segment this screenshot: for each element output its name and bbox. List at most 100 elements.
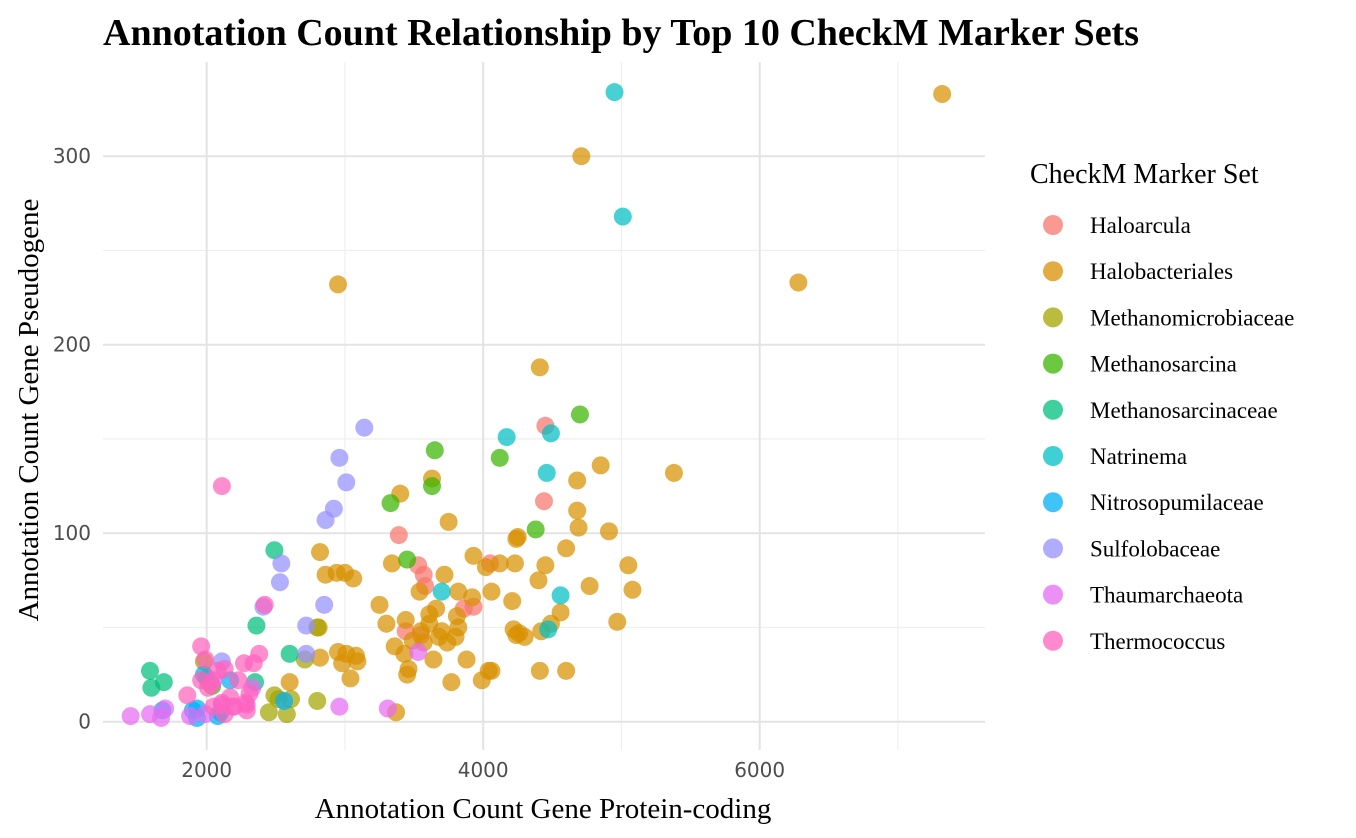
legend-label: Nitrosopumilaceae bbox=[1090, 490, 1264, 515]
data-point bbox=[476, 558, 495, 577]
x-axis-ticks: 2000 4000 6000 bbox=[181, 758, 785, 782]
legend-swatch bbox=[1043, 399, 1063, 420]
data-point bbox=[933, 85, 952, 104]
data-point bbox=[381, 494, 400, 513]
y-axis-ticks: 0 100 200 300 bbox=[53, 144, 91, 733]
data-point bbox=[409, 642, 428, 661]
series-natrinema bbox=[432, 83, 632, 639]
data-point bbox=[619, 556, 638, 575]
data-point bbox=[568, 501, 587, 520]
data-point bbox=[463, 588, 482, 607]
data-point bbox=[212, 477, 231, 496]
data-point bbox=[348, 652, 367, 671]
data-point bbox=[435, 565, 454, 584]
legend-swatch bbox=[1043, 261, 1063, 282]
data-point bbox=[270, 573, 289, 592]
data-point bbox=[535, 492, 553, 511]
data-point bbox=[247, 616, 266, 635]
legend-item: Thaumarchaeota bbox=[1043, 583, 1243, 608]
data-point bbox=[457, 650, 476, 669]
data-point bbox=[297, 616, 316, 635]
legend-item: Methanosarcinaceae bbox=[1043, 398, 1278, 423]
chart-title: Annotation Count Relationship by Top 10 … bbox=[103, 12, 1139, 54]
y-tick-label: 300 bbox=[53, 144, 91, 168]
grid bbox=[103, 62, 985, 750]
legend-swatch bbox=[1043, 630, 1063, 651]
data-point bbox=[425, 441, 444, 460]
data-point bbox=[423, 477, 442, 496]
data-point bbox=[377, 614, 396, 633]
data-point bbox=[608, 612, 627, 631]
data-point bbox=[259, 703, 278, 722]
data-point bbox=[541, 424, 560, 443]
data-point bbox=[297, 644, 316, 663]
data-point bbox=[280, 644, 299, 663]
data-point bbox=[330, 448, 349, 467]
data-point bbox=[432, 582, 451, 601]
data-point bbox=[530, 661, 549, 680]
series-thermococcus bbox=[178, 477, 274, 724]
data-point bbox=[311, 648, 330, 667]
y-axis-title: Annotation Count Gene Pseudogene bbox=[13, 199, 45, 622]
legend-label: Thaumarchaeota bbox=[1090, 583, 1243, 608]
data-point bbox=[529, 571, 548, 590]
data-point bbox=[537, 463, 556, 482]
data-point bbox=[557, 539, 576, 558]
data-point bbox=[344, 569, 363, 588]
data-point bbox=[229, 671, 248, 690]
data-point bbox=[237, 701, 256, 720]
data-point bbox=[275, 691, 294, 710]
legend-item: Methanomicrobiaceae bbox=[1043, 305, 1294, 330]
data-point bbox=[395, 644, 414, 663]
data-point bbox=[789, 273, 808, 292]
legend-label: Methanomicrobiaceae bbox=[1090, 305, 1294, 330]
data-point bbox=[449, 582, 468, 601]
series-sulfolobaceae bbox=[212, 418, 374, 671]
y-tick-label: 0 bbox=[78, 710, 91, 734]
legend-label: Haloarcula bbox=[1090, 213, 1191, 238]
legend-label: Thermococcus bbox=[1090, 629, 1225, 654]
data-point bbox=[424, 650, 443, 669]
data-point bbox=[272, 554, 291, 573]
data-point bbox=[464, 546, 483, 565]
legend: CheckM Marker Set Haloarcula Halobacteria… bbox=[1030, 159, 1294, 654]
series-methanosarcinaceae bbox=[141, 541, 299, 697]
data-point bbox=[329, 275, 348, 294]
legend-label: Sulfolobaceae bbox=[1090, 536, 1220, 561]
data-point bbox=[482, 582, 501, 601]
data-point bbox=[572, 147, 591, 166]
data-point bbox=[196, 650, 215, 669]
legend-item: Halobacteriales bbox=[1043, 259, 1233, 284]
data-point bbox=[244, 654, 263, 673]
data-point bbox=[503, 592, 522, 611]
data-point bbox=[255, 595, 274, 614]
legend-swatch bbox=[1043, 538, 1063, 559]
data-point bbox=[490, 554, 509, 573]
data-point bbox=[399, 659, 418, 678]
legend-item: Natrinema bbox=[1043, 444, 1187, 469]
data-point bbox=[389, 526, 408, 545]
data-point bbox=[181, 707, 200, 726]
data-point bbox=[265, 541, 284, 560]
legend-title: CheckM Marker Set bbox=[1030, 159, 1259, 190]
data-point bbox=[330, 697, 349, 716]
data-point bbox=[472, 671, 491, 690]
legend-item: Methanosarcina bbox=[1043, 352, 1237, 377]
data-point bbox=[215, 705, 234, 724]
legend-item: Haloarcula bbox=[1043, 213, 1191, 238]
data-point bbox=[526, 520, 545, 539]
data-point bbox=[439, 512, 458, 531]
data-point bbox=[121, 707, 140, 726]
legend-label: Methanosarcinaceae bbox=[1090, 398, 1278, 423]
series-halobacteriales bbox=[280, 85, 952, 722]
data-point bbox=[396, 610, 415, 629]
data-point bbox=[530, 358, 549, 377]
legend-swatch bbox=[1043, 446, 1063, 466]
data-point bbox=[429, 627, 448, 646]
data-point bbox=[382, 554, 401, 573]
data-point bbox=[370, 595, 389, 614]
legend-item: Nitrosopumilaceae bbox=[1043, 490, 1264, 515]
legend-item: Thermococcus bbox=[1043, 629, 1225, 654]
data-point bbox=[308, 691, 327, 710]
data-point bbox=[515, 627, 534, 646]
